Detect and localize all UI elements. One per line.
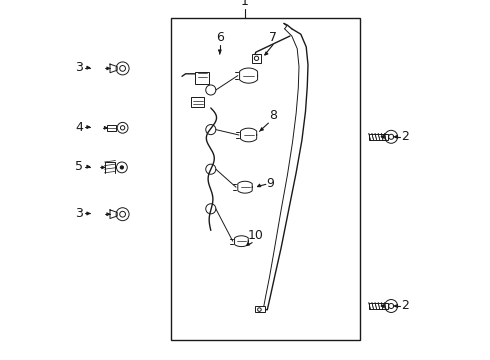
- FancyBboxPatch shape: [191, 97, 204, 107]
- Text: 3: 3: [75, 207, 83, 220]
- Text: 1: 1: [241, 0, 249, 8]
- Bar: [369, 134, 388, 140]
- Bar: [369, 303, 388, 309]
- Text: 5: 5: [75, 160, 83, 173]
- Text: 3: 3: [75, 61, 83, 74]
- FancyBboxPatch shape: [196, 72, 209, 84]
- Text: 2: 2: [402, 130, 410, 143]
- Circle shape: [121, 166, 123, 169]
- Polygon shape: [110, 64, 117, 73]
- Bar: [107, 125, 116, 131]
- Text: 4: 4: [75, 121, 83, 134]
- Polygon shape: [110, 210, 117, 219]
- Bar: [171, 18, 360, 340]
- Text: 10: 10: [248, 229, 264, 242]
- Text: 6: 6: [216, 31, 224, 44]
- Bar: [252, 54, 261, 63]
- Text: 7: 7: [269, 31, 277, 44]
- Text: 2: 2: [402, 299, 410, 312]
- Text: 9: 9: [267, 177, 274, 190]
- Text: 8: 8: [269, 109, 277, 122]
- Bar: [255, 306, 265, 312]
